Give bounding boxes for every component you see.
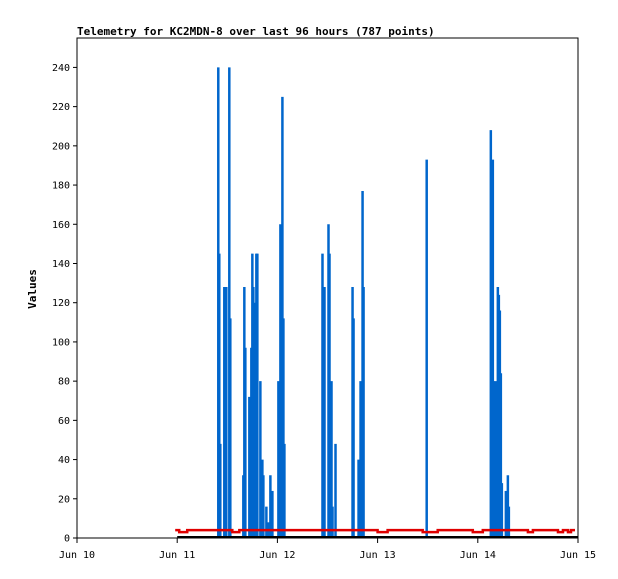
y-tick-label: 20 [58, 494, 70, 505]
plot-frame [76, 37, 579, 539]
y-tick-label: 0 [64, 534, 70, 545]
y-axis-label: Values [26, 269, 39, 309]
x-tick-label: Jun 15 [560, 550, 596, 561]
x-axis-ticks: Jun 10 Jun 11 Jun 12 Jun 13 Jun 14 Jun 15 [59, 538, 596, 561]
y-tick-label: 60 [58, 416, 70, 427]
y-tick-label: 120 [52, 298, 70, 309]
x-tick-label: Jun 13 [360, 550, 396, 561]
y-tick-label: 100 [52, 337, 70, 348]
y-tick-label: 80 [58, 377, 70, 388]
y-tick-label: 140 [52, 259, 70, 270]
y-tick-label: 200 [52, 141, 70, 152]
y-axis-ticks: 0 20 40 60 80 100 120 140 160 180 200 220 240 [52, 63, 77, 545]
y-tick-label: 180 [52, 181, 70, 192]
x-tick-label: Jun 12 [259, 550, 295, 561]
x-tick-label: Jun 14 [460, 550, 496, 561]
baseline-series-line [175, 528, 575, 534]
y-tick-label: 40 [58, 455, 70, 466]
x-tick-label: Jun 11 [159, 550, 195, 561]
y-tick-label: 160 [52, 220, 70, 231]
y-tick-label: 240 [52, 63, 70, 74]
series-layer [175, 67, 578, 538]
chart-title: Telemetry for KC2MDN-8 over last 96 hour… [77, 25, 435, 38]
y-tick-label: 220 [52, 102, 70, 113]
x-tick-label: Jun 10 [59, 550, 95, 561]
